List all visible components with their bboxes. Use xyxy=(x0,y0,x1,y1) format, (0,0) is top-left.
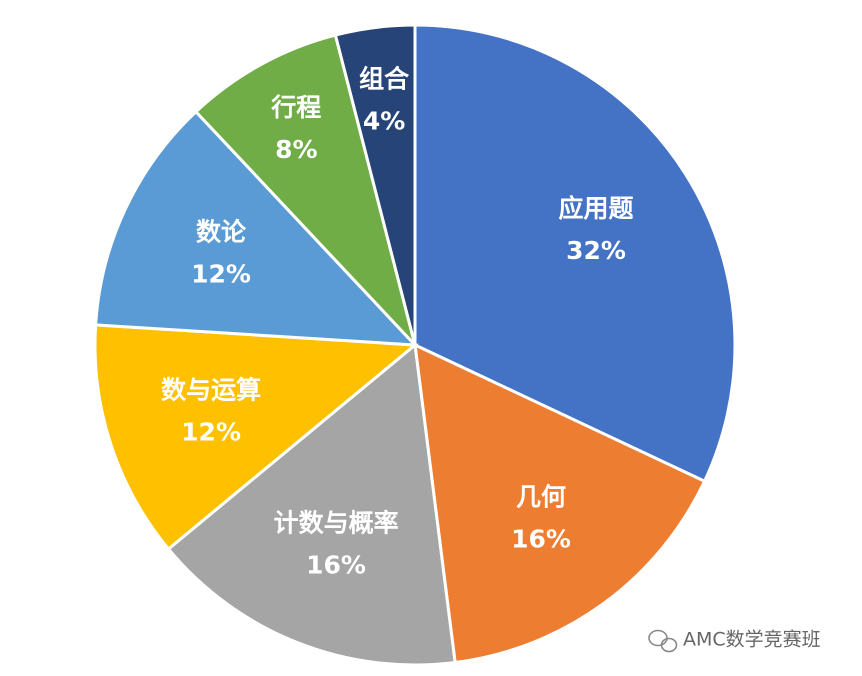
slice-value-label: 16% xyxy=(511,524,571,553)
slice-value-label: 16% xyxy=(306,550,366,579)
slice-category: 计数与概率 xyxy=(274,508,399,537)
slice-category: 数论 xyxy=(196,218,247,247)
slice-category: 应用题 xyxy=(559,194,634,223)
slice-category: 数与运算 xyxy=(161,375,261,404)
slice-value-label: 8% xyxy=(275,135,317,164)
pie-slice xyxy=(166,342,457,667)
watermark: AMC数学竞赛班 xyxy=(683,629,821,651)
slice-category: 行程 xyxy=(270,93,321,122)
slice-category: 几何 xyxy=(516,482,566,511)
pie-slice xyxy=(413,342,707,665)
pie-slice xyxy=(94,109,419,347)
pie-slice xyxy=(333,23,417,346)
slice-value-label: 4% xyxy=(363,107,405,136)
slice-category: 组合 xyxy=(359,65,410,94)
pie-slice xyxy=(413,23,737,484)
slice-value-label: 32% xyxy=(566,236,626,265)
pie: 应用题 32% 几何 16% 计数与概率 16% 数与运算 12% 数论 12% 行程 8% 组合 4% xyxy=(93,23,737,667)
pie-slice xyxy=(93,323,419,552)
wechat-icon xyxy=(648,629,678,653)
pie-slice xyxy=(193,33,417,347)
slice-value-label: 12% xyxy=(191,260,251,289)
slice-value-label: 12% xyxy=(181,417,241,446)
